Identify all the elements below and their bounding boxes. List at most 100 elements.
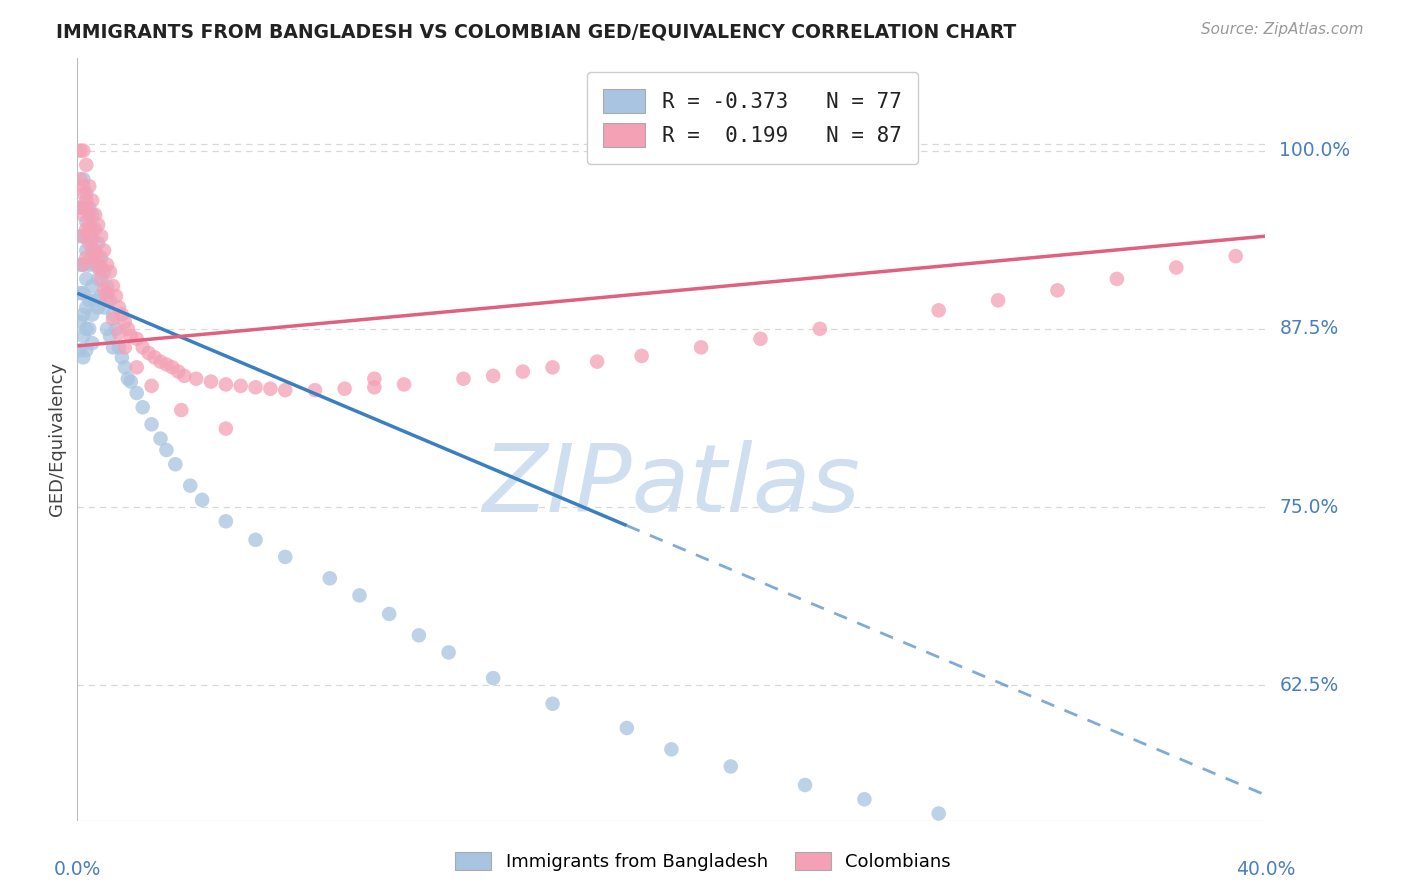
Point (363, 372, 385, 386)
Point (96, 322, 118, 336)
Point (84, 244, 107, 258)
Point (114, 340, 136, 354)
Point (72, 186, 94, 201)
Point (928, 806, 950, 821)
Legend: R = -0.373   N = 77, R =  0.199   N = 87: R = -0.373 N = 77, R = 0.199 N = 87 (586, 72, 918, 164)
Point (453, 372, 475, 386)
Point (1046, 283, 1069, 297)
Point (319, 571, 342, 585)
Point (170, 403, 193, 417)
Point (72, 201, 94, 215)
Point (82, 244, 104, 258)
Point (69, 144, 91, 158)
Point (482, 671, 505, 685)
Y-axis label: GED/Equivalency: GED/Equivalency (48, 362, 66, 516)
Text: 62.5%: 62.5% (1279, 676, 1339, 695)
Point (69, 258, 91, 272)
Point (114, 315, 136, 329)
Point (131, 401, 153, 415)
Point (108, 326, 131, 340)
Point (77, 229, 100, 244)
Point (215, 422, 238, 436)
Point (72, 308, 94, 322)
Point (75, 244, 97, 258)
Point (125, 386, 148, 401)
Point (75, 215, 97, 229)
Point (77, 220, 100, 235)
Point (131, 340, 153, 354)
Point (349, 588, 371, 602)
Point (408, 628, 430, 642)
Point (72, 208, 94, 222)
Point (87, 236, 110, 251)
Point (108, 301, 131, 315)
Point (98, 293, 121, 308)
Point (98, 265, 121, 279)
Point (125, 332, 148, 346)
Point (482, 368, 505, 383)
Point (155, 442, 177, 457)
Text: 100.0%: 100.0% (1279, 141, 1350, 161)
Point (378, 607, 401, 621)
Point (245, 533, 267, 547)
Point (162, 360, 184, 375)
Point (101, 279, 124, 293)
Point (101, 308, 124, 322)
Text: Source: ZipAtlas.com: Source: ZipAtlas.com (1201, 22, 1364, 37)
Point (72, 286, 94, 301)
Point (541, 360, 564, 375)
Point (77, 201, 100, 215)
Point (794, 778, 817, 792)
Point (77, 236, 100, 251)
Point (541, 697, 564, 711)
Point (274, 549, 297, 564)
Point (93, 283, 115, 297)
Point (117, 322, 139, 336)
Point (82, 336, 104, 351)
Point (84, 246, 107, 260)
Point (392, 377, 415, 392)
Point (77, 208, 100, 222)
Point (149, 354, 172, 368)
Point (155, 358, 177, 372)
Point (84, 293, 107, 308)
Point (437, 645, 460, 659)
Point (101, 340, 124, 354)
Point (141, 379, 163, 393)
Point (630, 349, 652, 363)
Point (84, 208, 107, 222)
Point (304, 383, 326, 397)
Point (690, 340, 713, 354)
Point (87, 251, 110, 265)
Point (90, 251, 112, 265)
Point (120, 375, 142, 389)
Text: 75.0%: 75.0% (1279, 498, 1339, 516)
Point (72, 229, 94, 244)
Point (93, 244, 115, 258)
Point (77, 258, 100, 272)
Point (1105, 272, 1128, 286)
Point (75, 158, 97, 172)
Point (808, 322, 831, 336)
Point (93, 265, 115, 279)
Point (586, 354, 609, 368)
Point (72, 258, 94, 272)
Point (77, 179, 100, 194)
Text: 40.0%: 40.0% (1236, 860, 1295, 879)
Point (616, 721, 638, 735)
Point (82, 308, 104, 322)
Point (143, 351, 166, 365)
Point (245, 380, 267, 394)
Point (75, 222, 97, 236)
Point (165, 457, 187, 471)
Point (120, 329, 142, 343)
Point (101, 311, 124, 326)
Point (104, 289, 127, 303)
Point (1225, 249, 1247, 263)
Point (77, 293, 100, 308)
Point (82, 251, 104, 265)
Point (111, 351, 134, 365)
Point (69, 201, 91, 215)
Point (363, 380, 385, 394)
Point (82, 222, 104, 236)
